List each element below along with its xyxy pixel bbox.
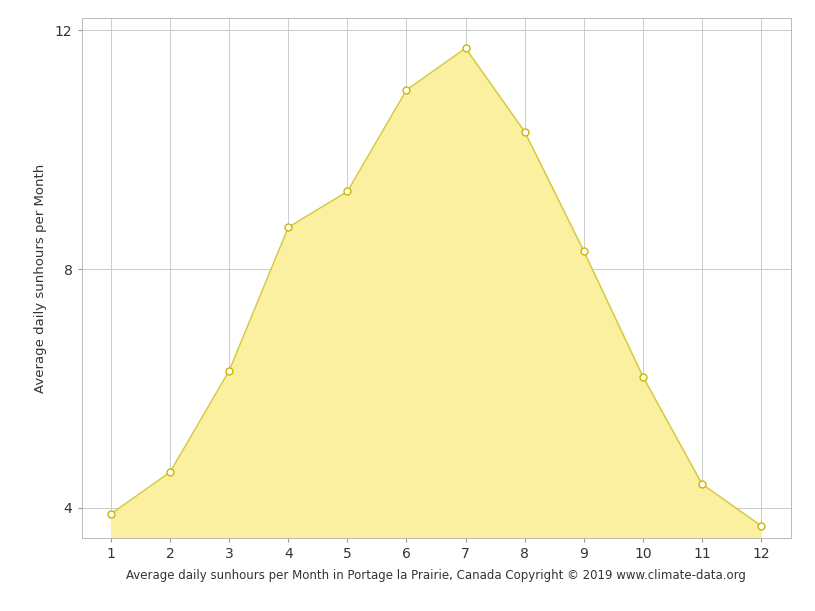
X-axis label: Average daily sunhours per Month in Portage la Prairie, Canada Copyright © 2019 : Average daily sunhours per Month in Port… xyxy=(126,569,746,582)
Y-axis label: Average daily sunhours per Month: Average daily sunhours per Month xyxy=(33,163,46,393)
